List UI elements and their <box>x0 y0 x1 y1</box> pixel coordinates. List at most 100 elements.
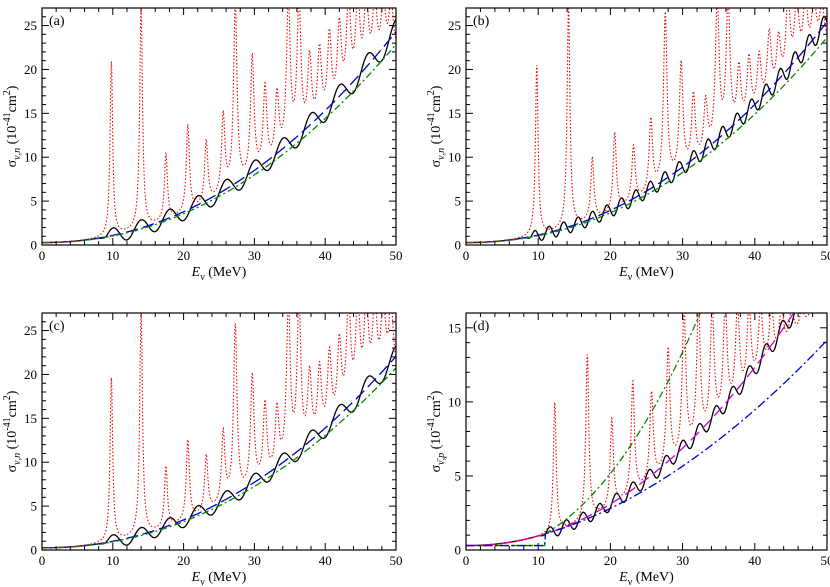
y-axis-exp2: 2 <box>426 395 437 400</box>
y-axis-close: ) <box>5 85 20 90</box>
chart-panel-2: 0 10 20 30 40 50 0 5 10 15 20 25 (c) Eν (MeV) σν,n (10… <box>2 312 403 587</box>
y-axis-unit: (10 <box>5 126 20 148</box>
y-tick-label: 25 <box>24 18 37 33</box>
x-tick-label: 40 <box>319 553 332 568</box>
x-tick-label: 10 <box>532 248 545 263</box>
panel-label: (b) <box>473 14 490 29</box>
x-axis-unit: (MeV) <box>205 570 247 585</box>
y-axis-exp2: 2 <box>2 395 13 400</box>
x-tick-label: 20 <box>604 248 617 263</box>
y-axis-exp2: 2 <box>426 90 437 95</box>
chart-panel-1: 0 10 20 30 40 50 0 5 10 15 20 25 (b) Eν (MeV) σν,n (10… <box>426 7 830 283</box>
x-axis-title: Eν (MeV) <box>618 570 674 587</box>
y-axis-exp2: 2 <box>2 90 13 95</box>
y-axis-exp: -41 <box>2 417 13 430</box>
y-tick-label: 15 <box>448 320 461 335</box>
y-axis-title: σν̄,p (10-41cm2) <box>426 390 447 472</box>
series-black-solid <box>466 313 795 547</box>
plot-frame <box>465 312 828 551</box>
x-tick-label: 10 <box>106 248 119 263</box>
y-axis-sub: ν,n <box>12 453 23 465</box>
x-axis-title: Eν (MeV) <box>191 570 247 587</box>
y-tick-label: 0 <box>455 238 462 253</box>
y-axis-sigma: σ <box>429 159 444 167</box>
y-tick-label: 0 <box>31 543 38 558</box>
x-tick-label: 30 <box>676 248 689 263</box>
y-axis-sub: ν̄,p <box>436 453 447 465</box>
series-blue-dash-dot <box>466 339 827 547</box>
x-tick-label: 30 <box>676 553 689 568</box>
plot-frame <box>41 312 397 551</box>
y-axis-title: σν,n (10-41cm2) <box>2 390 23 472</box>
x-tick-label: 0 <box>39 553 46 568</box>
chart-panel-3: 0 10 20 30 40 50 0 5 10 15 (d) Eν (MeV) σν̄,p (10-41… <box>426 312 830 587</box>
x-tick-label: 0 <box>39 248 46 263</box>
y-axis-unit2: cm <box>5 95 20 112</box>
x-axis-unit: (MeV) <box>205 265 247 280</box>
plot-area <box>42 8 396 244</box>
x-axis-main: E <box>618 265 628 280</box>
x-tick-label: 20 <box>177 553 190 568</box>
y-tick-label: 10 <box>448 394 461 409</box>
series-blue-long-dash <box>466 21 827 244</box>
series-green-dash-dot <box>42 367 396 549</box>
y-axis-close: ) <box>429 390 444 395</box>
panel-label: (a) <box>49 14 65 29</box>
x-axis-sub: ν <box>628 272 633 283</box>
x-tick-label: 50 <box>390 248 403 263</box>
x-tick-label: 10 <box>532 553 545 568</box>
x-axis-title: Eν (MeV) <box>618 265 674 283</box>
series-green-dash-dot <box>466 313 701 547</box>
y-axis-title: σν,n (10-41cm2) <box>2 85 23 167</box>
y-axis-sigma: σ <box>5 159 20 167</box>
y-axis-close: ) <box>429 85 444 90</box>
y-axis-title: σν,n (10-41cm2) <box>426 85 447 167</box>
y-axis-close: ) <box>5 390 20 395</box>
y-axis-unit2: cm <box>5 400 20 417</box>
x-tick-label: 40 <box>748 553 761 568</box>
series-black-solid <box>42 345 396 549</box>
x-tick-label: 30 <box>248 553 261 568</box>
y-tick-label: 0 <box>455 543 462 558</box>
x-tick-label: 10 <box>106 553 119 568</box>
plot-frame <box>465 7 828 246</box>
series-green-dash-dot <box>466 37 827 244</box>
x-tick-label: 0 <box>463 248 470 263</box>
plot-area <box>42 313 396 549</box>
x-axis-unit: (MeV) <box>632 570 674 585</box>
y-tick-label: 25 <box>24 323 37 338</box>
series-red-dotted <box>466 8 827 244</box>
series-red-dotted <box>42 8 396 244</box>
y-tick-label: 10 <box>24 455 37 470</box>
y-tick-label: 25 <box>448 18 461 33</box>
y-axis-unit: (10 <box>429 431 444 453</box>
panel-label: (c) <box>49 319 65 334</box>
plot-frame <box>41 7 397 246</box>
series-blue-long-dash <box>42 31 396 244</box>
x-tick-label: 30 <box>248 248 261 263</box>
x-axis-unit: (MeV) <box>632 265 674 280</box>
x-tick-label: 20 <box>177 248 190 263</box>
y-axis-unit: (10 <box>429 126 444 148</box>
y-axis-unit: (10 <box>5 431 20 453</box>
x-tick-label: 50 <box>390 553 403 568</box>
series-green-dash-dot <box>42 43 396 244</box>
x-axis-sub: ν <box>200 272 205 283</box>
y-tick-label: 10 <box>448 150 461 165</box>
y-tick-label: 15 <box>24 411 37 426</box>
series-red-dotted <box>466 313 810 547</box>
x-axis-sub: ν <box>200 577 205 587</box>
y-axis-sigma: σ <box>5 464 20 472</box>
y-tick-label: 0 <box>31 238 38 253</box>
y-tick-label: 5 <box>31 194 38 209</box>
chart-panel-0: 0 10 20 30 40 50 0 5 10 15 20 25 (a) Eν (MeV) σν,n (10… <box>2 7 403 283</box>
y-tick-label: 15 <box>448 106 461 121</box>
y-tick-label: 5 <box>31 499 38 514</box>
x-tick-label: 20 <box>604 553 617 568</box>
y-tick-label: 10 <box>24 150 37 165</box>
panel-label: (d) <box>473 319 490 334</box>
x-axis-sub: ν <box>628 577 633 587</box>
series-magenta-long-dash <box>466 313 795 547</box>
x-tick-label: 50 <box>821 553 830 568</box>
